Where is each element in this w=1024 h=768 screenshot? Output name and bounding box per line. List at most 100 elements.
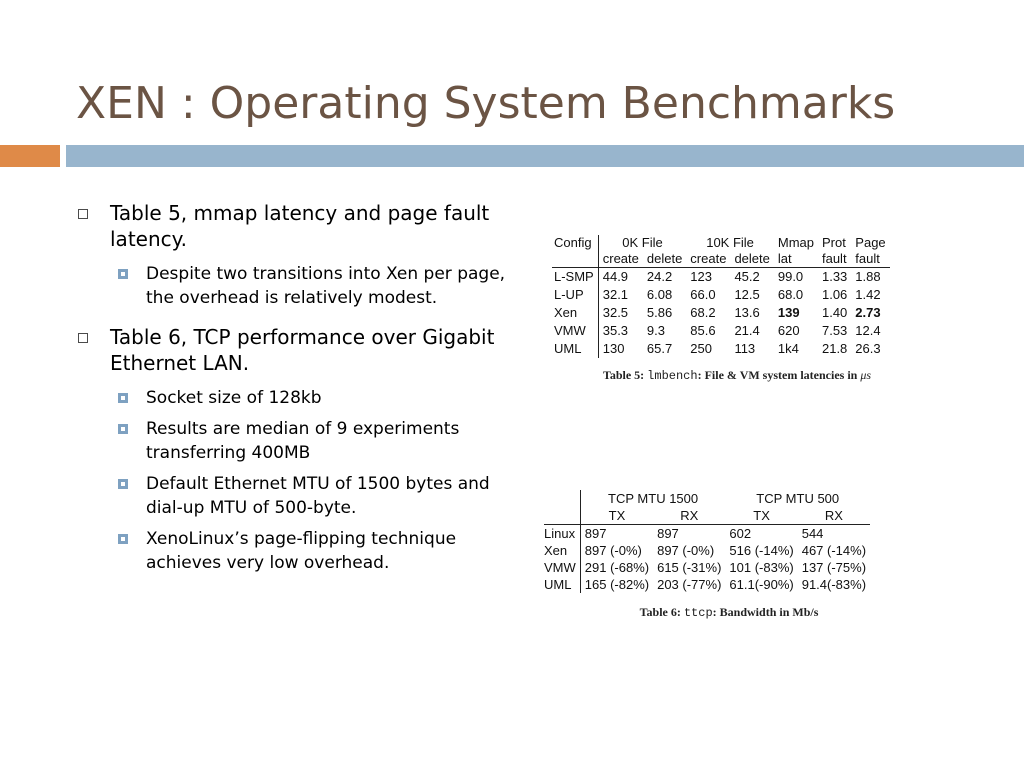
table-cell: L-SMP bbox=[552, 267, 599, 286]
table-row: UML 165 (-82%) 203 (-77%) 61.1(-90%) 91.… bbox=[544, 576, 870, 593]
table6-figure: TCP MTU 1500 TCP MTU 500 TX RX TX RX Lin… bbox=[544, 490, 944, 620]
sub-bullet-text: Default Ethernet MTU of 1500 bytes and d… bbox=[146, 474, 490, 518]
filled-square-bullet-icon bbox=[118, 479, 128, 489]
table-cell: 65.7 bbox=[646, 341, 673, 356]
table-cell: 113 bbox=[734, 341, 756, 356]
table5-header-mmap: Mmap bbox=[777, 235, 814, 250]
table-cell: 1.06 bbox=[821, 287, 848, 302]
square-bullet-icon bbox=[78, 209, 88, 219]
table5-subheader: fault bbox=[851, 251, 890, 268]
table-cell: 467 (-14%) bbox=[801, 543, 867, 558]
table5-figure: Config 0K File 10K File Mmap Prot Page c… bbox=[552, 235, 922, 383]
table5: Config 0K File 10K File Mmap Prot Page c… bbox=[552, 235, 890, 358]
table-cell: 66.0 bbox=[690, 287, 716, 302]
table-cell: 6.08 bbox=[646, 287, 673, 302]
sub-bullet-text: Socket size of 128kb bbox=[146, 388, 322, 408]
table-cell: 45.2 bbox=[734, 269, 760, 284]
table-cell: 24.2 bbox=[646, 269, 673, 284]
table6-group-header: TCP MTU 1500 bbox=[608, 491, 699, 506]
table-cell: Linux bbox=[544, 524, 581, 542]
sub-bullet-text: Despite two transitions into Xen per pag… bbox=[146, 264, 506, 308]
table-row: L-UP 32.1 6.08 66.0 12.5 68.0 1.06 1.42 bbox=[552, 286, 890, 304]
table-cell: 12.5 bbox=[734, 287, 760, 302]
table-cell: UML bbox=[552, 340, 599, 358]
table-cell: 1.88 bbox=[855, 269, 881, 284]
table-cell: 897 (-0%) bbox=[584, 543, 642, 558]
table-cell: 897 bbox=[657, 526, 679, 541]
table-cell: 897 bbox=[584, 526, 607, 541]
table-cell: 615 (-31%) bbox=[657, 560, 722, 575]
table6: TCP MTU 1500 TCP MTU 500 TX RX TX RX Lin… bbox=[544, 490, 871, 593]
table-cell: 1k4 bbox=[777, 341, 799, 356]
filled-square-bullet-icon bbox=[118, 534, 128, 544]
table-cell: 61.1(-90%) bbox=[729, 577, 794, 592]
sub-bullet: Socket size of 128kb bbox=[78, 386, 508, 410]
table5-subheader: fault bbox=[817, 251, 852, 268]
table5-header-10k: 10K File bbox=[706, 235, 754, 250]
sub-bullet-text: XenoLinux’s page-flipping technique achi… bbox=[146, 529, 457, 573]
table-cell: 44.9 bbox=[602, 269, 629, 284]
table-cell: 35.3 bbox=[602, 323, 629, 338]
table-cell: 544 bbox=[801, 526, 824, 541]
bullet-table5: Table 5, mmap latency and page fault lat… bbox=[78, 200, 508, 252]
bullet-table6: Table 6, TCP performance over Gigabit Et… bbox=[78, 324, 508, 376]
table6-group-header: TCP MTU 500 bbox=[756, 491, 840, 506]
table-cell: Xen bbox=[544, 542, 581, 559]
filled-square-bullet-icon bbox=[118, 269, 128, 279]
table5-subheader: delete bbox=[730, 251, 774, 268]
bullet-text: Table 5, mmap latency and page fault lat… bbox=[110, 201, 490, 251]
square-bullet-icon bbox=[78, 333, 88, 343]
table-row: L-SMP 44.9 24.2 123 45.2 99.0 1.33 1.88 bbox=[552, 267, 890, 286]
table-row: VMW 35.3 9.3 85.6 21.4 620 7.53 12.4 bbox=[552, 322, 890, 340]
table-cell: 68.0 bbox=[777, 287, 804, 302]
table5-caption: Table 5: lmbench: File & VM system laten… bbox=[602, 368, 872, 383]
table5-header-0k: 0K File bbox=[622, 235, 663, 250]
table-cell: 32.5 bbox=[602, 305, 629, 320]
table-cell: 91.4(-83%) bbox=[801, 577, 867, 592]
sub-bullet: Despite two transitions into Xen per pag… bbox=[78, 262, 508, 310]
table-cell: 203 (-77%) bbox=[657, 577, 722, 592]
table-cell: 123 bbox=[690, 269, 712, 284]
table-cell: 32.1 bbox=[602, 287, 629, 302]
slide-title: XEN : Operating System Benchmarks bbox=[76, 78, 896, 129]
table-cell: 897 (-0%) bbox=[657, 543, 715, 558]
table6-subheader: RX bbox=[797, 507, 871, 525]
table-cell: 516 (-14%) bbox=[729, 543, 794, 558]
table-row: Xen 32.5 5.86 68.2 13.6 139 1.40 2.73 bbox=[552, 304, 890, 322]
table-cell: 602 bbox=[729, 526, 752, 541]
table-cell: 9.3 bbox=[646, 323, 665, 338]
table-cell: 250 bbox=[690, 341, 712, 356]
table-cell: 13.6 bbox=[734, 305, 760, 320]
table-cell: 7.53 bbox=[821, 323, 848, 338]
table-cell: L-UP bbox=[552, 286, 599, 304]
table-row: Linux 897 897 602 544 bbox=[544, 524, 870, 542]
table-cell: 1.33 bbox=[821, 269, 848, 284]
title-accent-bar-blue bbox=[66, 145, 1024, 167]
table-cell: 5.86 bbox=[646, 305, 673, 320]
table-cell: Xen bbox=[552, 304, 599, 322]
table5-subheader: lat bbox=[773, 251, 818, 268]
table-cell: 291 (-68%) bbox=[584, 560, 650, 575]
table-cell: 130 bbox=[602, 341, 625, 356]
table6-subheader: TX bbox=[725, 507, 798, 525]
table6-subheader: RX bbox=[653, 507, 726, 525]
table5-subheader: create bbox=[598, 251, 643, 268]
table-cell: 26.3 bbox=[855, 341, 881, 356]
table-cell: 1.42 bbox=[855, 287, 881, 302]
table-cell-bold: 2.73 bbox=[855, 305, 881, 320]
table6-subheader: TX bbox=[580, 507, 654, 525]
table-cell: 101 (-83%) bbox=[729, 560, 794, 575]
table5-header-prot: Prot bbox=[821, 235, 846, 250]
table-row: VMW 291 (-68%) 615 (-31%) 101 (-83%) 137… bbox=[544, 559, 870, 576]
table-row: UML 130 65.7 250 113 1k4 21.8 26.3 bbox=[552, 340, 890, 358]
filled-square-bullet-icon bbox=[118, 424, 128, 434]
table-cell-bold: 139 bbox=[777, 305, 800, 320]
bullet-list: Table 5, mmap latency and page fault lat… bbox=[78, 200, 508, 582]
table-cell: 99.0 bbox=[777, 269, 804, 284]
table5-header-page: Page bbox=[855, 235, 886, 250]
sub-bullet-text: Results are median of 9 experiments tran… bbox=[146, 419, 460, 463]
table6-caption: Table 6: ttcp: Bandwidth in Mb/s bbox=[639, 605, 819, 620]
table-cell: 21.4 bbox=[734, 323, 760, 338]
table-cell: 165 (-82%) bbox=[584, 577, 650, 592]
table-cell: 620 bbox=[777, 323, 800, 338]
